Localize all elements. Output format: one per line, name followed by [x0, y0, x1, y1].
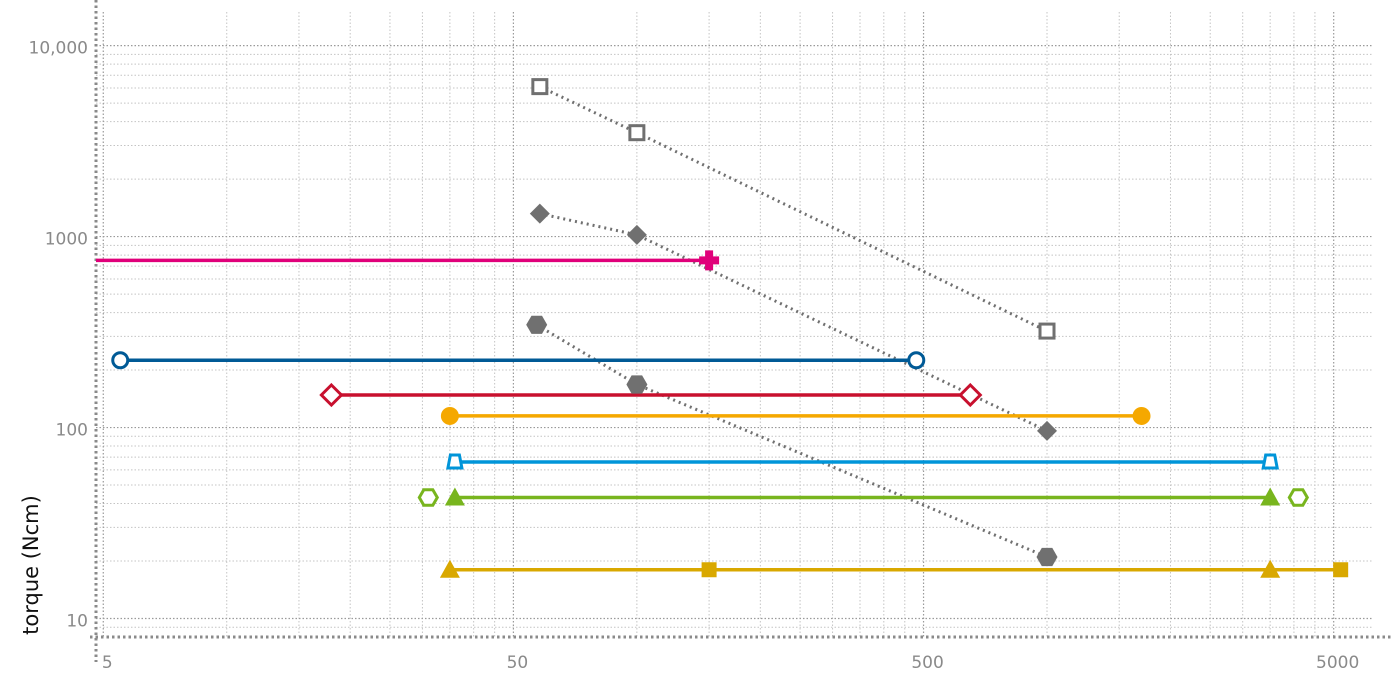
data-point-hexagon [526, 315, 548, 334]
data-point-diamond [626, 224, 647, 245]
data-point-hexagon-open [1287, 488, 1310, 507]
y-axis-label: torque (Ncm) [19, 495, 43, 635]
data-point-triangle [1260, 487, 1281, 506]
data-point-square-open [1038, 322, 1056, 340]
y-tick-label: 10 [66, 611, 88, 631]
y-tick-label: 1000 [45, 230, 88, 250]
data-point-triangle [439, 559, 460, 578]
data-point-hexagon-open [417, 488, 440, 507]
data-point-trapezoid-open [446, 453, 464, 470]
x-tick-label: 500 [911, 653, 943, 670]
data-point-circle [440, 406, 459, 425]
data-point-square [1333, 562, 1349, 578]
x-tick-label: 50 [507, 653, 529, 670]
x-tick-label: 5 [102, 653, 113, 670]
data-point-diamond-open [958, 382, 983, 408]
data-point-trapezoid-open [1261, 453, 1280, 470]
data-point-square-open [531, 78, 549, 96]
label-layer: 5 50 500 5000 10 100 1000 10,000 torque (Ncm) [19, 39, 1359, 673]
data-point-circle-open [907, 351, 926, 370]
data-point-hexagon [626, 375, 648, 394]
data-point-diamond-open [319, 382, 344, 408]
data-point-diamond [1037, 420, 1057, 441]
data-point-circle-open [111, 351, 130, 370]
grid-layer [96, 12, 1372, 637]
data-point-diamond [529, 203, 550, 224]
data-point-square [701, 562, 717, 578]
x-tick-label: 5000 [1316, 653, 1359, 670]
data-point-circle [1132, 406, 1151, 425]
data-point-triangle [444, 487, 465, 506]
data-point-triangle [1260, 559, 1281, 578]
data-point-plus [699, 250, 720, 271]
data-point-hexagon [1036, 547, 1058, 567]
series-layer [96, 78, 1349, 578]
y-tick-label: 10,000 [29, 39, 88, 59]
y-tick-label: 100 [56, 421, 88, 441]
axis-layer [90, 0, 1392, 662]
data-point-square-open [628, 124, 646, 142]
